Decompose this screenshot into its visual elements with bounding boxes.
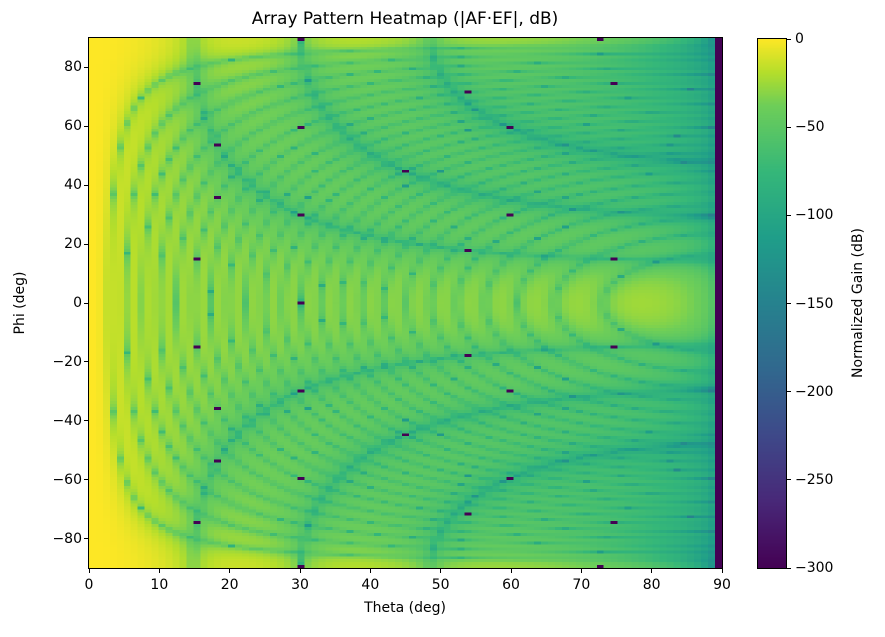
x-tick-mark bbox=[229, 569, 231, 573]
y-tick-mark bbox=[84, 302, 88, 304]
y-tick-mark bbox=[84, 420, 88, 422]
x-tick-label: 40 bbox=[361, 577, 380, 593]
y-tick-label: 60 bbox=[64, 118, 82, 135]
x-tick-label: 0 bbox=[84, 577, 94, 593]
x-tick-mark bbox=[299, 569, 301, 573]
x-tick-mark bbox=[510, 569, 512, 573]
y-tick-label: −80 bbox=[52, 530, 82, 547]
x-tick-mark bbox=[651, 569, 653, 573]
x-tick-label: 80 bbox=[642, 577, 661, 593]
x-axis-label: Theta (deg) bbox=[364, 600, 446, 616]
x-tick-label: 50 bbox=[431, 577, 450, 593]
y-tick-label: −40 bbox=[52, 412, 82, 429]
y-tick-mark bbox=[84, 479, 88, 481]
colorbar-tick-label: 0 bbox=[795, 31, 804, 47]
colorbar-tick-mark bbox=[787, 303, 791, 304]
x-tick-label: 70 bbox=[572, 577, 591, 593]
y-tick-mark bbox=[84, 184, 88, 186]
x-tick-mark bbox=[580, 569, 582, 573]
x-tick-mark bbox=[158, 569, 160, 573]
y-tick-mark bbox=[84, 361, 88, 363]
y-tick-label: 20 bbox=[64, 236, 82, 253]
y-tick-mark bbox=[84, 125, 88, 127]
colorbar-label: Normalized Gain (dB) bbox=[850, 228, 866, 378]
y-tick-mark bbox=[84, 538, 88, 540]
y-tick-mark bbox=[84, 66, 88, 68]
y-tick-mark bbox=[84, 243, 88, 245]
y-tick-label: 40 bbox=[64, 177, 82, 194]
colorbar-gradient-canvas bbox=[758, 39, 786, 568]
y-tick-label: 80 bbox=[64, 59, 82, 76]
colorbar-tick-mark bbox=[787, 214, 791, 216]
colorbar-tick-mark bbox=[787, 567, 791, 569]
y-tick-label: 0 bbox=[73, 295, 82, 311]
colorbar-tick-label: −100 bbox=[795, 207, 834, 224]
colorbar-tick-mark bbox=[787, 38, 791, 40]
y-tick-label: −60 bbox=[52, 471, 82, 488]
x-tick-mark bbox=[721, 569, 723, 573]
x-tick-label: 90 bbox=[713, 577, 731, 593]
x-tick-label: 20 bbox=[220, 577, 239, 593]
chart-title: Array Pattern Heatmap (|AF·EF|, dB) bbox=[251, 9, 559, 29]
x-tick-mark bbox=[440, 569, 442, 573]
colorbar bbox=[757, 38, 787, 569]
colorbar-tick-mark bbox=[787, 126, 791, 128]
colorbar-tick-mark bbox=[787, 391, 791, 393]
x-tick-mark bbox=[369, 569, 371, 573]
heatmap-canvas bbox=[89, 38, 722, 568]
colorbar-tick-label: −300 bbox=[795, 560, 834, 576]
x-tick-label: 60 bbox=[502, 577, 520, 593]
plot-area bbox=[88, 37, 723, 569]
colorbar-tick-label: −250 bbox=[795, 471, 834, 488]
x-tick-label: 10 bbox=[150, 577, 169, 593]
x-tick-mark bbox=[88, 569, 90, 573]
colorbar-tick-label: −50 bbox=[795, 119, 825, 136]
x-tick-label: 30 bbox=[291, 577, 309, 593]
colorbar-tick-label: −200 bbox=[795, 383, 834, 400]
y-tick-label: −20 bbox=[52, 353, 82, 370]
colorbar-tick-label: −150 bbox=[795, 295, 834, 312]
colorbar-tick-mark bbox=[787, 479, 791, 481]
